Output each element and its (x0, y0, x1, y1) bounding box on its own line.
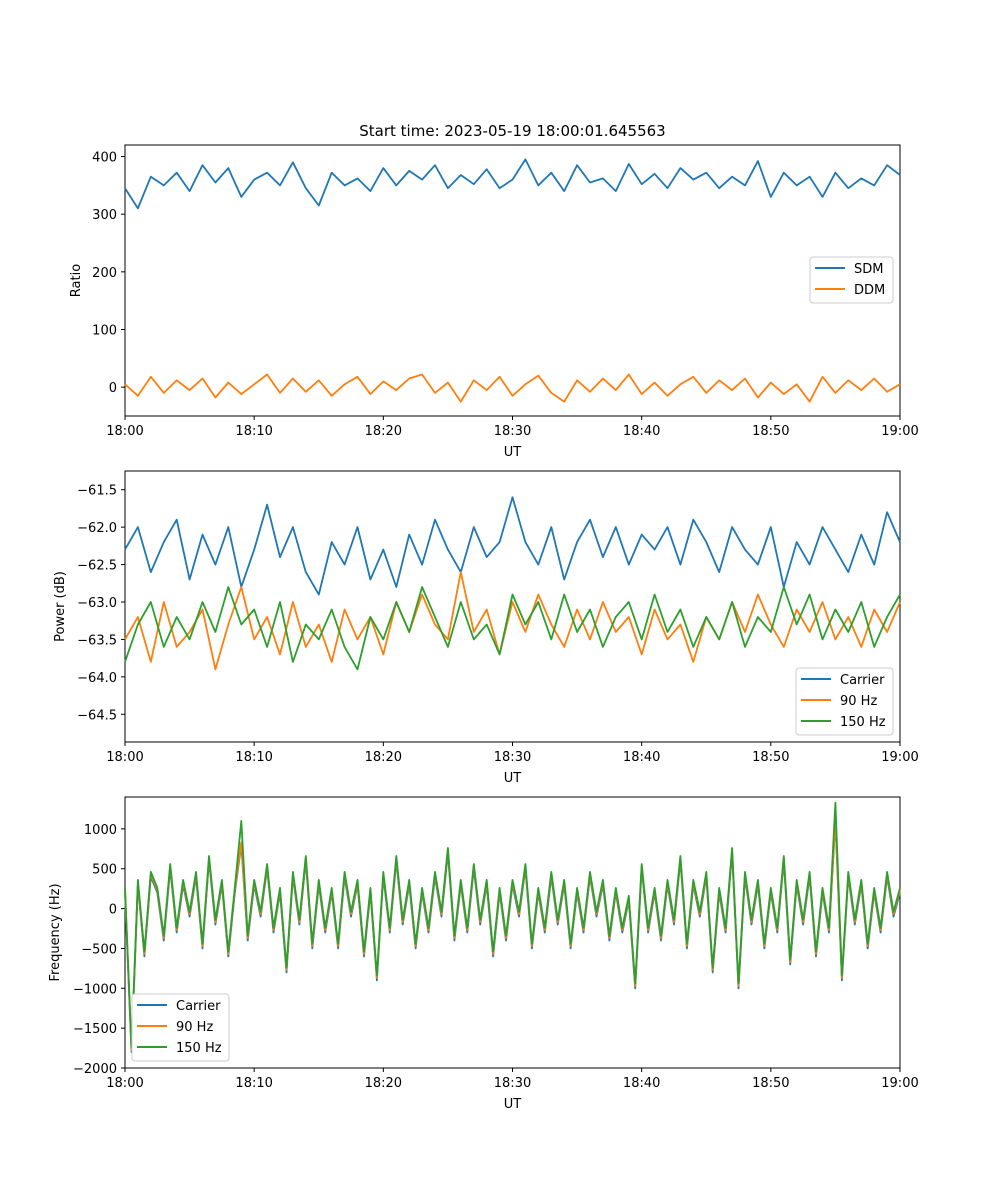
x-axis-label: UT (504, 445, 522, 460)
power-chart: 18:00 18:10 18:20 18:30 18:40 18:50 19:00 −64.… (53, 470, 919, 786)
legend-label-90hz: 90 Hz (840, 694, 877, 709)
x-axis-ticks: 18:00 18:10 18:20 18:30 18:40 18:50 19:00 (106, 416, 919, 439)
series-line-90-hz (124, 571, 901, 671)
frequency-chart: 18:00 18:10 18:20 18:30 18:40 18:50 19:00 −200… (48, 796, 919, 1112)
x-axis-ticks: 18:00 18:10 18:20 18:30 18:40 18:50 19:00 (106, 742, 919, 765)
x-tick-label: 18:30 (494, 750, 531, 765)
series-lines (124, 158, 901, 403)
x-tick-label: 18:40 (623, 424, 660, 439)
y-tick-label: −62.0 (77, 521, 117, 536)
legend-label-carrier: Carrier (176, 999, 221, 1014)
series-line-150-hz (124, 586, 901, 671)
x-tick-label: 18:00 (106, 750, 143, 765)
series-line-sdm (124, 158, 901, 210)
y-tick-label: 200 (92, 266, 117, 281)
y-tick-label: −64.5 (77, 708, 117, 723)
y-tick-label: 0 (109, 903, 117, 918)
x-tick-label: 18:10 (235, 750, 272, 765)
legend: Carrier 90 Hz 150 Hz (795, 667, 894, 736)
series-lines (124, 801, 901, 1053)
x-tick-label: 18:00 (106, 1076, 143, 1091)
y-tick-label: 0 (109, 381, 117, 396)
x-axis-label: UT (504, 1097, 522, 1112)
y-tick-label: −63.5 (77, 633, 117, 648)
x-axis-ticks: 18:00 18:10 18:20 18:30 18:40 18:50 19:00 (106, 1068, 919, 1091)
series-line-ddm (124, 373, 901, 403)
plot-frame (124, 470, 901, 743)
y-tick-label: 500 (92, 863, 117, 878)
x-tick-label: 18:40 (623, 750, 660, 765)
y-tick-label: −500 (81, 942, 117, 957)
series-line-carrier (124, 496, 901, 596)
y-tick-label: −64.0 (77, 671, 117, 686)
y-tick-label: 300 (92, 208, 117, 223)
x-tick-label: 18:30 (494, 1076, 531, 1091)
legend-box (131, 993, 230, 1062)
y-axis-ticks: 0 100 200 300 400 (92, 151, 125, 396)
x-tick-label: 18:50 (752, 750, 789, 765)
x-tick-label: 18:10 (235, 424, 272, 439)
y-tick-label: −63.0 (77, 596, 117, 611)
x-tick-label: 19:00 (881, 1076, 918, 1091)
y-tick-label: −1500 (73, 1022, 117, 1037)
y-tick-label: 100 (92, 324, 117, 339)
y-axis-ticks: −2000 −1500 −1000 −500 0 500 1000 (73, 823, 125, 1077)
legend-label-sdm: SDM (854, 262, 883, 277)
series-lines (124, 496, 901, 671)
x-axis-label: UT (504, 771, 522, 786)
x-tick-label: 18:50 (752, 424, 789, 439)
y-tick-label: −2000 (73, 1062, 117, 1077)
legend: Carrier 90 Hz 150 Hz (131, 993, 230, 1062)
x-tick-label: 18:10 (235, 1076, 272, 1091)
y-tick-label: −62.5 (77, 559, 117, 574)
figure-title: Start time: 2023-05-19 18:00:01.645563 (359, 122, 665, 140)
y-tick-label: −1000 (73, 982, 117, 997)
legend-label-150hz: 150 Hz (176, 1041, 222, 1056)
x-tick-label: 19:00 (881, 424, 918, 439)
legend-label-90hz: 90 Hz (176, 1020, 213, 1035)
x-tick-label: 18:50 (752, 1076, 789, 1091)
ratio-chart: 18:00 18:10 18:20 18:30 18:40 18:50 19:00 0 100… (69, 144, 919, 460)
y-axis-label: Power (dB) (53, 571, 68, 642)
x-tick-label: 18:40 (623, 1076, 660, 1091)
legend-label-150hz: 150 Hz (840, 715, 886, 730)
series-line-150-hz (124, 801, 901, 1049)
x-tick-label: 18:30 (494, 424, 531, 439)
y-axis-ticks: −64.5 −64.0 −63.5 −63.0 −62.5 −62.0 −61.5 (77, 484, 125, 723)
series-line-90-hz (124, 817, 901, 1051)
plot-frame (124, 144, 901, 417)
plot-frame (124, 796, 901, 1069)
x-tick-label: 18:00 (106, 424, 143, 439)
y-axis-label: Frequency (Hz) (48, 883, 63, 981)
x-tick-label: 18:20 (365, 424, 402, 439)
legend-box (795, 667, 894, 736)
legend-label-carrier: Carrier (840, 673, 885, 688)
y-tick-label: −61.5 (77, 484, 117, 499)
x-tick-label: 18:20 (365, 750, 402, 765)
y-tick-label: 400 (92, 151, 117, 166)
legend-label-ddm: DDM (854, 283, 885, 298)
x-tick-label: 18:20 (365, 1076, 402, 1091)
y-tick-label: 1000 (84, 823, 117, 838)
legend: SDM DDM (809, 256, 894, 304)
x-tick-label: 19:00 (881, 750, 918, 765)
y-axis-label: Ratio (69, 264, 84, 297)
